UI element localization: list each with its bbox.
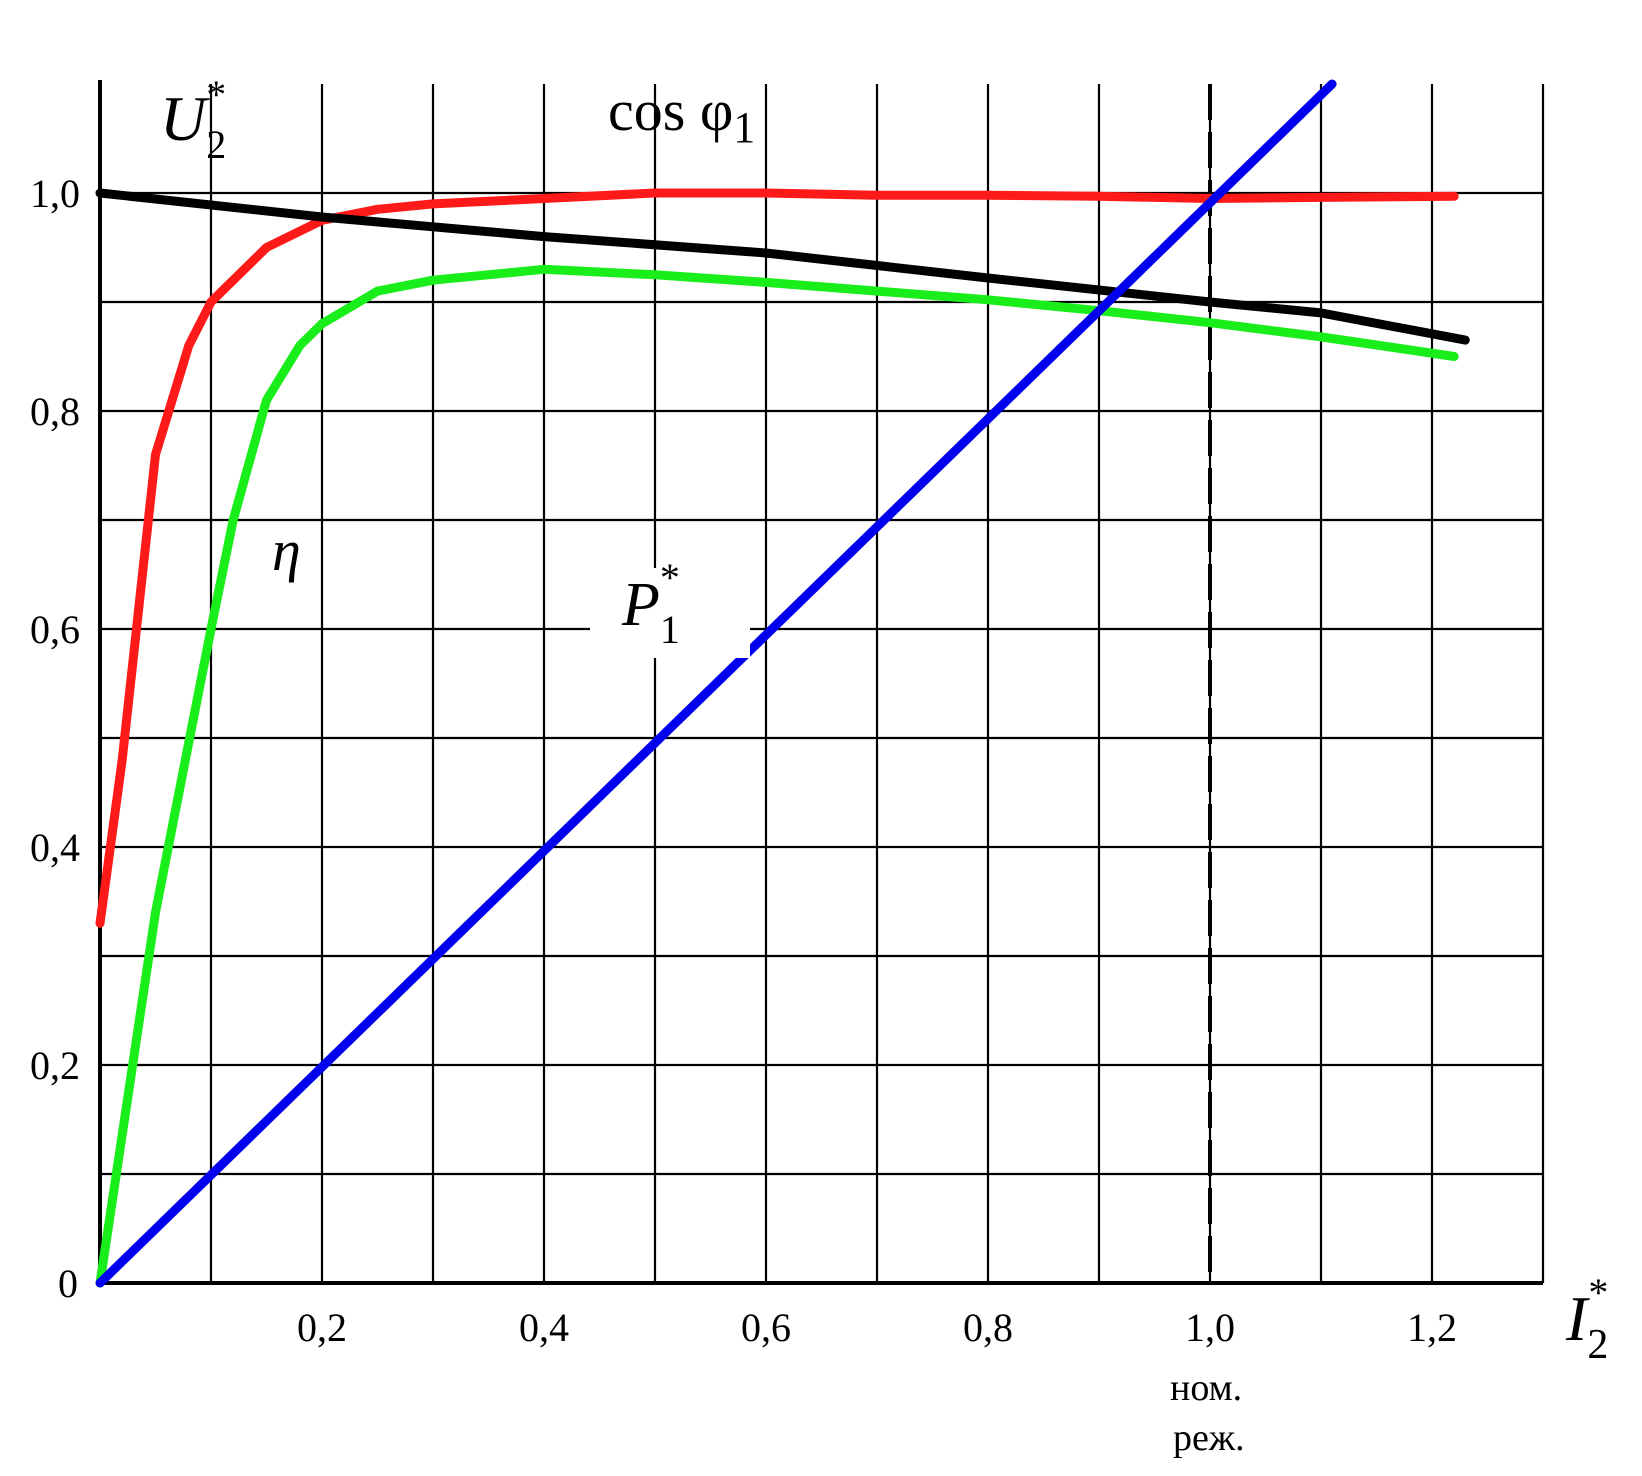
y-tick-label: 0 [58, 1261, 78, 1306]
y-tick-label: 1,0 [30, 171, 80, 216]
axes [98, 80, 1543, 1285]
eta-label: η [272, 518, 301, 583]
y-tick-label: 0,8 [30, 389, 80, 434]
curves [95, 79, 1470, 1288]
x-tick-label: 1,2 [1407, 1305, 1457, 1350]
x-tick-label: 0,8 [963, 1305, 1013, 1350]
cos-phi-label: cos φ1 [608, 78, 755, 152]
nominal-note-line2: реж. [1173, 1417, 1245, 1459]
x-tick-label: 1,0 [1185, 1305, 1235, 1350]
series-line-3 [95, 79, 1337, 1288]
series-line-1 [95, 264, 1459, 1288]
y-tick-label: 0,6 [30, 607, 80, 652]
series-line-0 [95, 188, 1459, 928]
x-tick-label: 0,2 [297, 1305, 347, 1350]
x-tick-label: 0,4 [519, 1305, 569, 1350]
p1-label-background [590, 568, 750, 658]
p1-label: P1* [621, 555, 680, 652]
grid [100, 84, 1545, 1283]
tick-labels: 0,2 0,4 0,6 0,8 1,0 1,2 0 0,2 0,4 0,6 0,8 1,0 [30, 171, 1457, 1350]
u2-label: U2* [160, 72, 226, 167]
series-line-2 [95, 188, 1470, 345]
y-tick-label: 0,2 [30, 1043, 80, 1088]
x-axis-label: I2* [1565, 1270, 1608, 1368]
nominal-note-line1: ном. [1170, 1367, 1242, 1409]
y-tick-label: 0,4 [30, 825, 80, 870]
x-tick-label: 0,6 [741, 1305, 791, 1350]
